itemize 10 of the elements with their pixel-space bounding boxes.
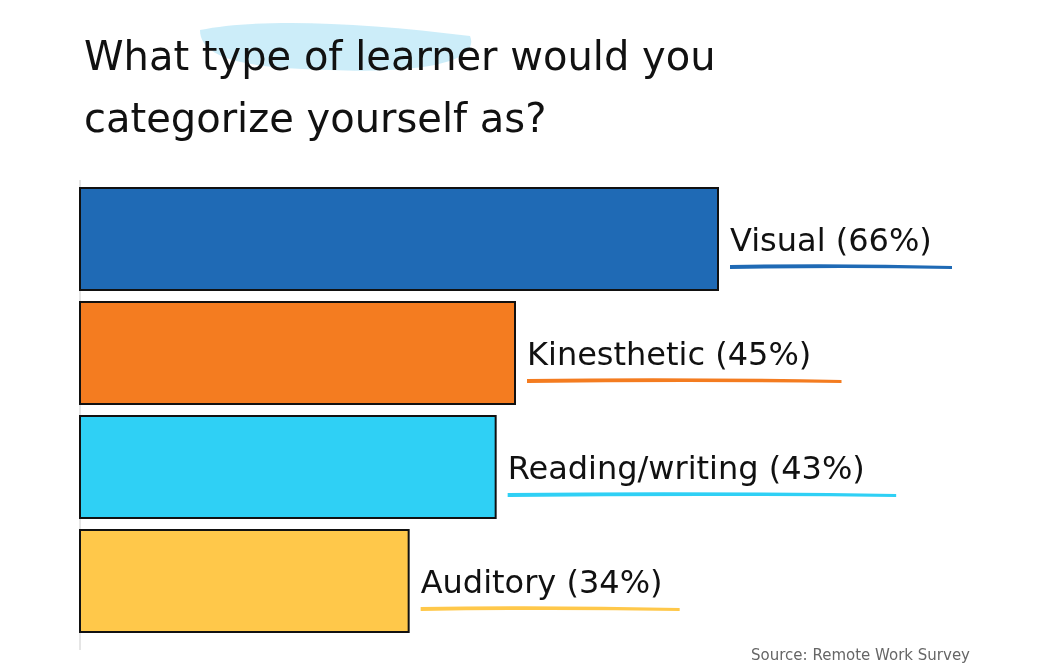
- bar: [79, 187, 719, 291]
- source-note: Source: Remote Work Survey: [751, 646, 971, 664]
- data-label: Visual (66%): [730, 221, 932, 259]
- chart-title: What type of learner would you categorize yourself as?: [84, 33, 716, 141]
- bar: [79, 415, 497, 519]
- bar: [79, 301, 516, 405]
- data-label: Kinesthetic (45%): [527, 335, 812, 373]
- data-label: Reading/writing (43%): [507, 449, 865, 487]
- data-label: Auditory (34%): [420, 563, 663, 601]
- bar: [79, 529, 410, 633]
